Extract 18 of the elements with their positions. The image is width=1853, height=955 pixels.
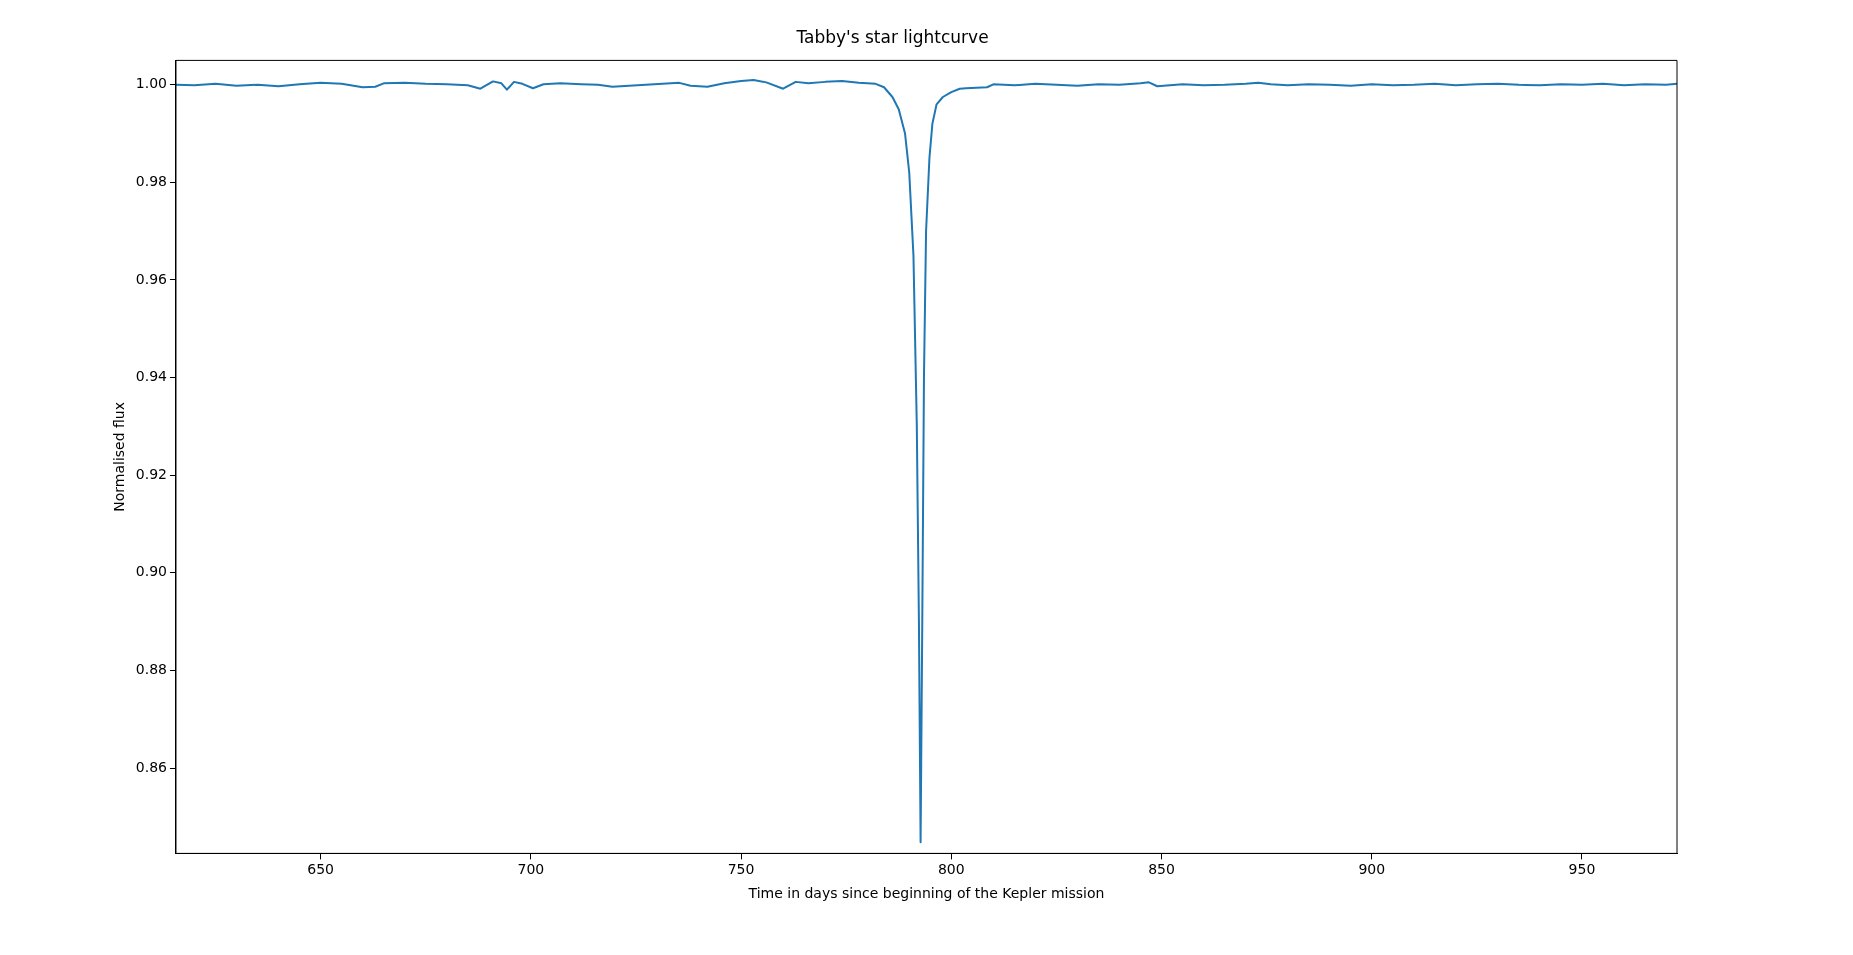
y-axis-title: Normalised flux xyxy=(111,402,128,512)
chart-title: Tabby's star lightcurve xyxy=(795,26,989,47)
x-tick-label: 750 xyxy=(727,861,755,878)
y-tick-label: 0.88 xyxy=(135,661,167,678)
y-tick-label: 0.96 xyxy=(135,270,168,287)
x-axis-title: Time in days since beginning of the Kepler mission xyxy=(747,885,1105,902)
y-tick-label: 0.98 xyxy=(135,173,167,190)
y-tick-label: 0.86 xyxy=(135,758,168,775)
x-tick-label: 650 xyxy=(307,861,334,878)
x-tick-label: 900 xyxy=(1358,861,1386,878)
x-tick-label: 850 xyxy=(1148,861,1175,878)
y-tick-label: 1.00 xyxy=(135,75,167,92)
y-tick-label: 0.92 xyxy=(135,465,167,482)
x-tick-label: 700 xyxy=(517,861,545,878)
x-tick-label: 800 xyxy=(937,861,965,878)
y-tick-label: 0.90 xyxy=(135,563,167,580)
x-tick-label: 950 xyxy=(1568,861,1596,878)
y-tick-label: 0.94 xyxy=(135,368,168,385)
